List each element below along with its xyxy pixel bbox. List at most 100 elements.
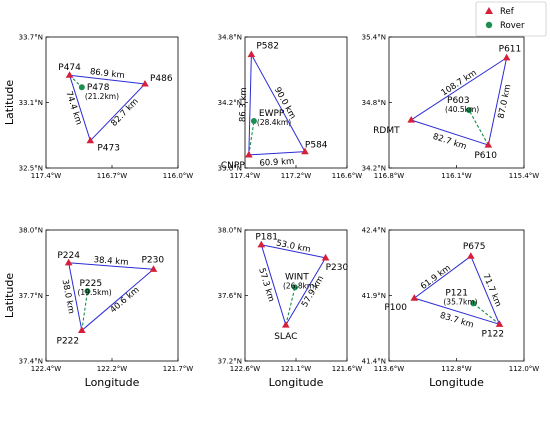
x-tick-label: 117.4°W [31, 172, 62, 180]
baseline [414, 255, 472, 299]
legend-ref-marker [485, 7, 493, 14]
ref-station-marker [65, 71, 74, 78]
ref-station-marker [64, 258, 73, 266]
ref-station-marker [245, 150, 253, 158]
ref-station-label: P474 [58, 63, 81, 73]
y-tick-label: 34.8°N [362, 99, 386, 107]
rover-link [285, 287, 296, 326]
ref-station-label: P584 [305, 141, 328, 151]
legend-rover-marker [485, 21, 493, 29]
ref-station-marker [484, 141, 493, 148]
rover-station-marker [84, 288, 91, 295]
legend-label: Rover [500, 21, 525, 31]
baseline-length-label: 57.3 km [256, 267, 276, 303]
baseline [414, 297, 500, 325]
y-tick-label: 41.9°N [362, 292, 386, 300]
ref-station-label: P224 [57, 251, 80, 261]
ref-station-label: P486 [150, 74, 173, 84]
baseline-length-label: 82.7 km [109, 97, 140, 129]
y-tick-label: 37.6°N [218, 292, 242, 300]
baseline [487, 57, 508, 146]
rover-link [81, 291, 89, 331]
x-tick-label: 121.6°W [332, 365, 363, 373]
ref-station-marker [502, 53, 511, 61]
x-tick-label: 116.6°W [332, 172, 363, 180]
x-tick-label: 116.7°W [97, 172, 128, 180]
rover-distance-label: (26.8km) [283, 281, 317, 290]
baseline [285, 257, 327, 326]
x-axis-label: Longitude [429, 376, 484, 389]
baseline [260, 244, 287, 326]
rover-station-marker [250, 118, 257, 125]
ref-station-label: P222 [57, 336, 80, 346]
ref-station-marker [257, 240, 266, 248]
y-tick-label: 37.7°N [19, 292, 43, 300]
baseline [411, 119, 489, 146]
y-tick-label: 34.2°N [218, 99, 242, 107]
ref-station-label: P100 [384, 303, 407, 313]
baseline [261, 244, 326, 259]
plot-frame [244, 36, 348, 169]
ref-station-marker [78, 326, 86, 334]
baseline-length-label: 86.3 km [238, 87, 249, 122]
baseline [69, 74, 146, 85]
rover-station-label: EWPP [259, 109, 285, 119]
y-tick-label: 37.2°N [218, 358, 242, 366]
ref-station-label: P230 [326, 263, 349, 273]
baseline [89, 83, 146, 142]
chart-panel-1: 117.4°W 116.7°W 116.0°W 32.5°N 33.1°N 33.7°N L… [3, 34, 193, 181]
rover-station-label: WINT [285, 272, 309, 282]
baseline-length-label: 38.0 km [60, 279, 76, 315]
y-tick-label: 35.4°N [362, 34, 386, 42]
chart-panel-3: 116.8°W 116.1°W 115.4°W 34.2°N 34.8°N 35.4°N 1… [362, 34, 540, 181]
rover-station-label: P603 [447, 96, 470, 106]
ref-station-marker [321, 253, 330, 261]
chart-panel-4: 122.4°W 122.2°W 121.7°W 37.4°N 37.7°N 38.0°N L… [3, 227, 193, 390]
ref-station-marker [86, 136, 95, 144]
baseline [68, 262, 154, 270]
ref-station-marker [301, 147, 309, 155]
y-tick-label: 38.0°N [19, 227, 43, 235]
ref-station-label: RDMT [373, 126, 400, 136]
legend-box [475, 1, 547, 37]
ref-station-label: P181 [255, 233, 278, 243]
ref-station-marker [282, 320, 290, 328]
x-tick-label: 116.1°W [441, 172, 472, 180]
rover-link [248, 120, 255, 155]
baseline [69, 75, 91, 141]
x-tick-label: 121.7°W [163, 365, 194, 373]
ref-station-label: CNPP [221, 161, 245, 171]
y-tick-label: 38.0°N [218, 227, 242, 235]
baseline-length-label: 38.4 km [93, 255, 129, 268]
ref-station-marker [141, 79, 149, 87]
x-tick-label: 117.4°W [230, 172, 261, 180]
ref-station-label: SLAC [274, 332, 297, 342]
x-tick-label: 122.2°W [97, 365, 128, 373]
y-tick-label: 33.7°N [19, 34, 43, 42]
legend: Ref Rover [475, 1, 547, 37]
x-tick-label: 117.2°W [281, 172, 312, 180]
x-tick-label: 122.4°W [31, 365, 62, 373]
x-tick-label: 112.8°W [441, 365, 472, 373]
ref-station-label: P582 [256, 41, 279, 51]
ref-station-marker [467, 252, 475, 259]
y-tick-label: 34.8°N [218, 34, 242, 42]
x-axis-label: Longitude [269, 376, 324, 389]
rover-distance-label: (21.2km) [85, 92, 119, 101]
ref-station-label: P122 [482, 329, 505, 339]
y-axis-label: Latitude [3, 273, 16, 319]
rover-station-marker [291, 284, 298, 291]
baseline [68, 262, 83, 331]
baseline-length-label: 86.9 km [89, 67, 125, 81]
baseline-length-label: 83.7 km [439, 311, 475, 331]
ref-station-marker [407, 115, 415, 123]
y-tick-label: 33.6°N [218, 165, 242, 173]
rover-link [473, 302, 500, 325]
baseline [248, 151, 305, 156]
rover-station-label: P478 [87, 83, 110, 93]
rover-station-label: P225 [79, 279, 102, 289]
baseline [81, 268, 154, 331]
ref-station-marker [247, 50, 256, 58]
x-tick-label: 113.6°W [374, 365, 405, 373]
chart-panel-2: 117.4°W 117.2°W 116.6°W33.6°N34.2°N34.8°N9… [218, 34, 363, 181]
